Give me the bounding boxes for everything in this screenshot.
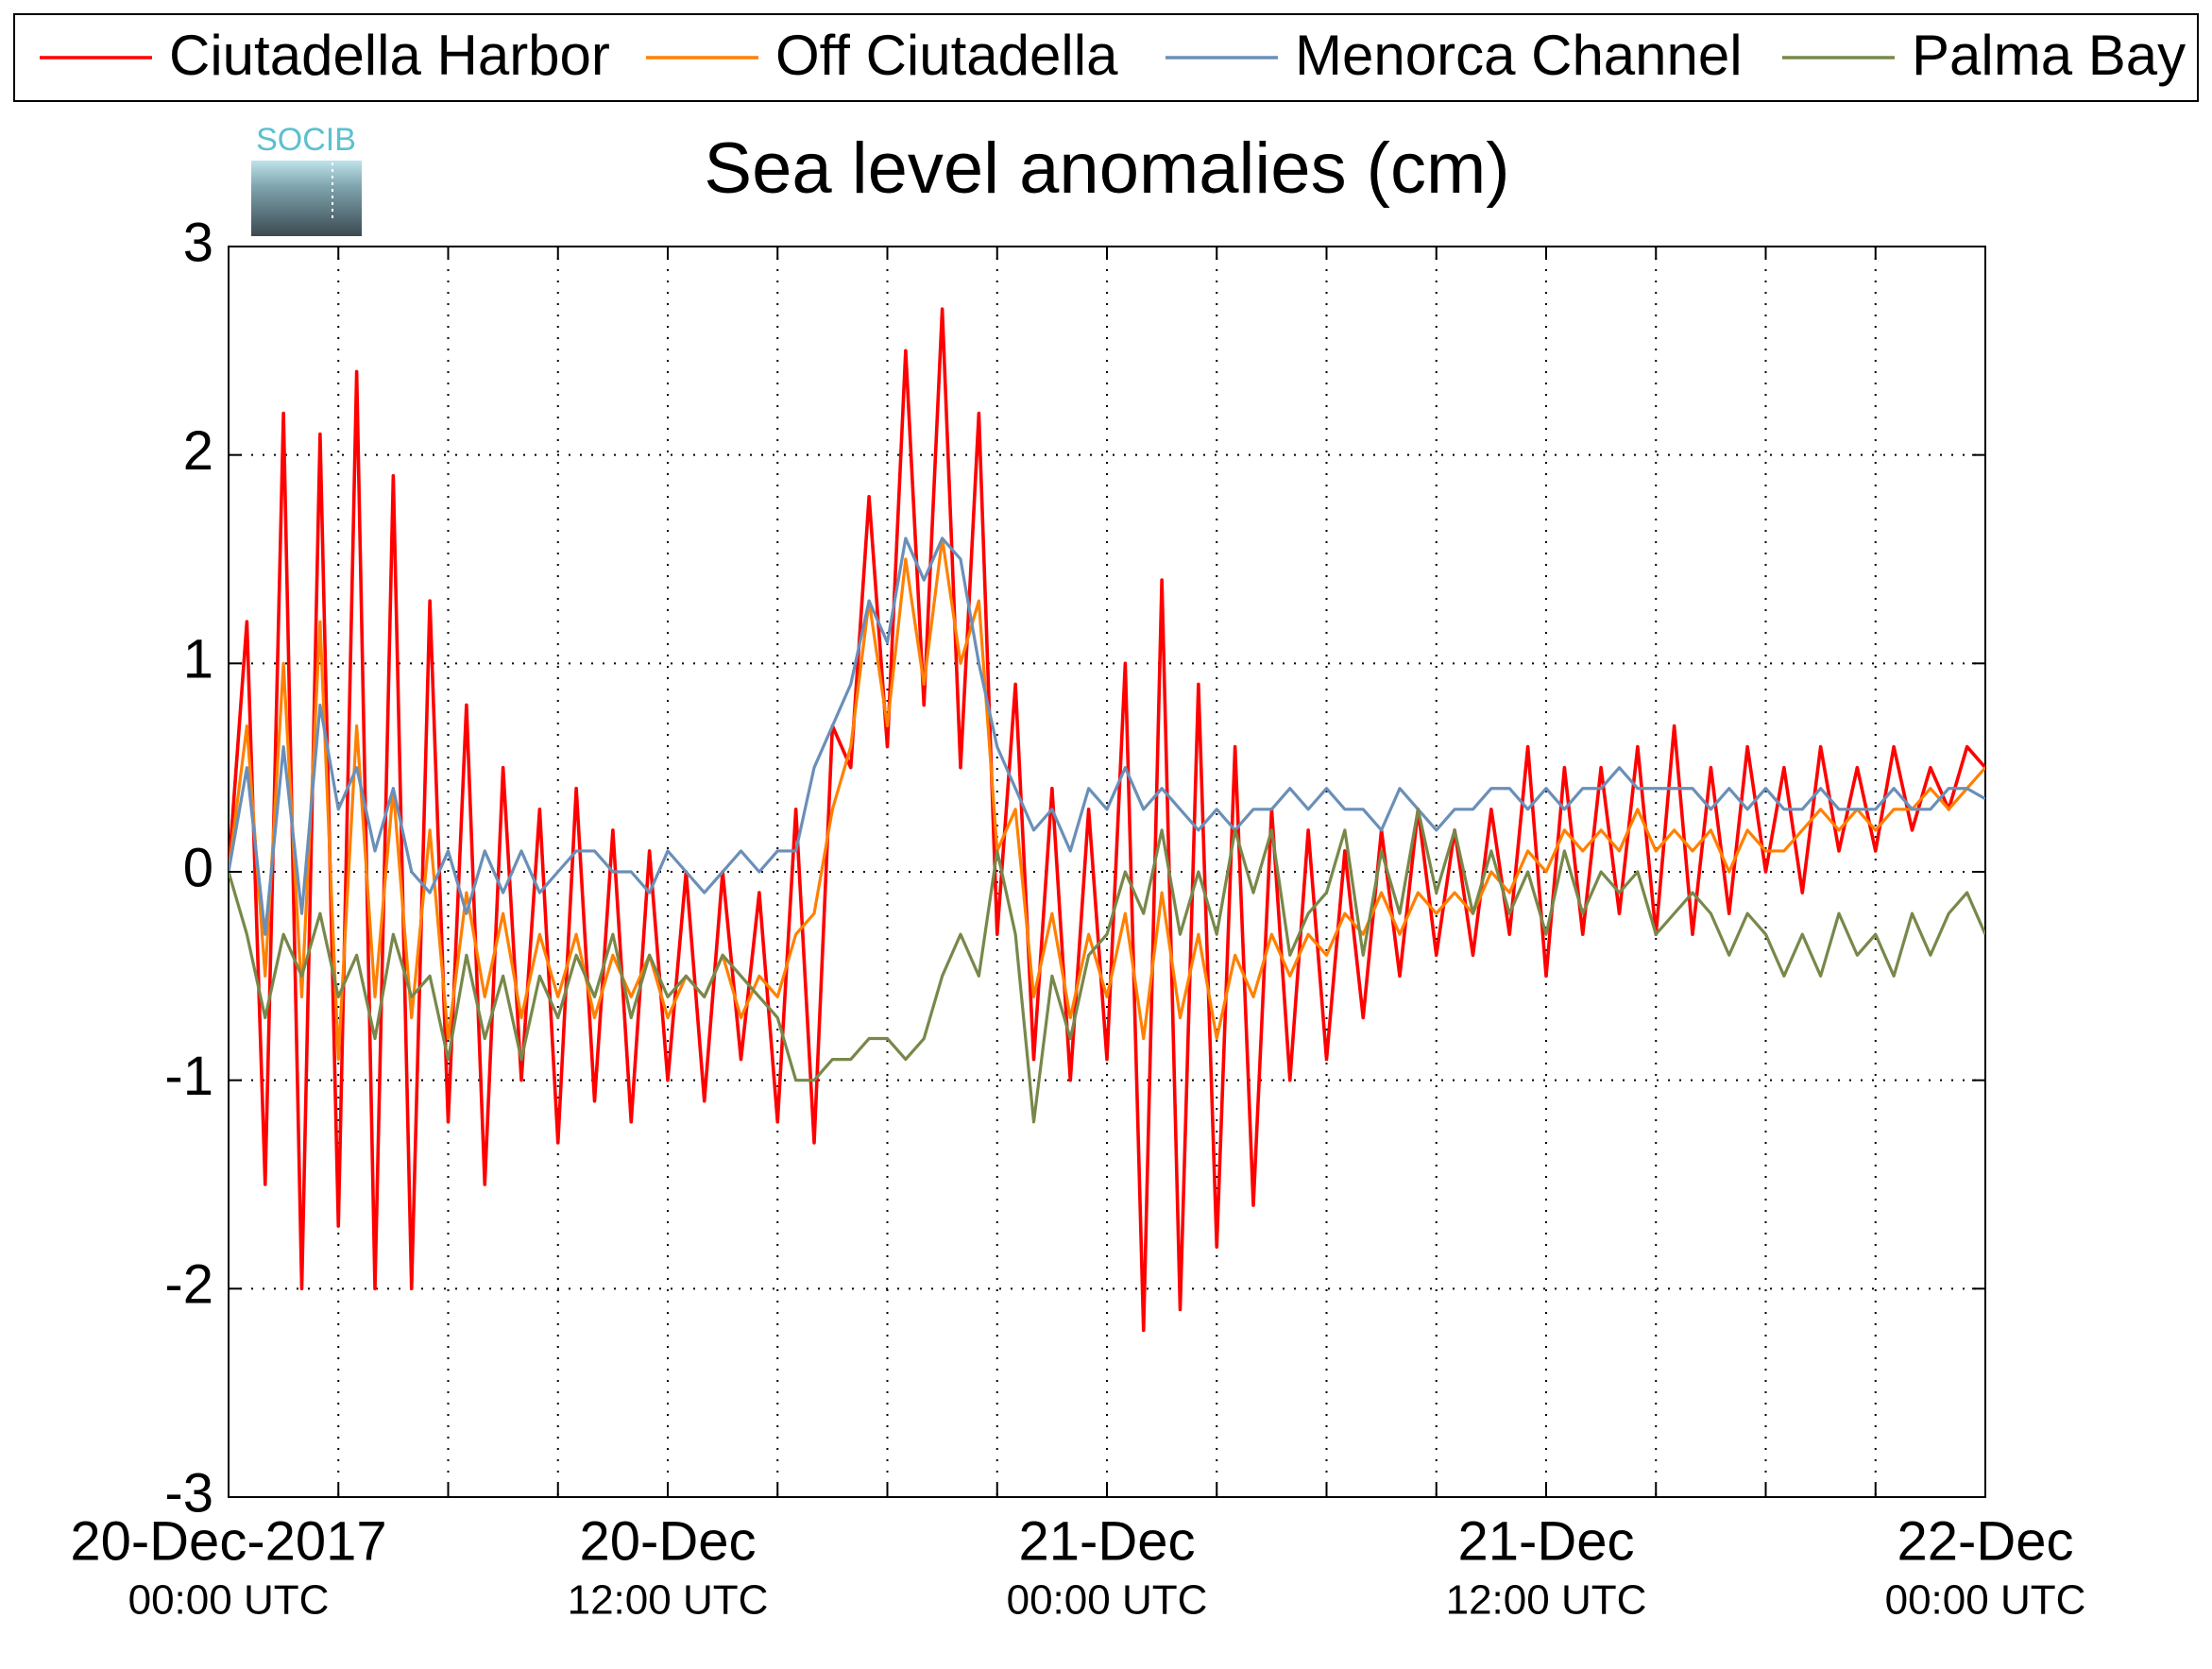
x-tick-sublabel: 00:00 UTC [1885, 1577, 2086, 1624]
y-tick-label: 2 [183, 420, 213, 482]
axes: -3 -2 -1 0 1 2 3 20-Dec-2017 00:00 UTC 20-Dec 12:0… [70, 212, 2085, 1623]
x-tick-sublabel: 00:00 UTC [1007, 1577, 1208, 1624]
series-line [229, 307, 1985, 1333]
logo-mark [251, 161, 362, 236]
x-tick-label: 20-Dec [580, 1510, 757, 1572]
x-tick-label: 20-Dec-2017 [70, 1510, 386, 1572]
x-tick-label: 21-Dec [1019, 1510, 1196, 1572]
series-line [229, 536, 1985, 936]
x-tick-sublabel: 12:00 UTC [1446, 1577, 1647, 1624]
y-tick-label: 1 [183, 629, 213, 690]
series-lines [229, 307, 1985, 1333]
series-line [229, 808, 1985, 1124]
x-tick-sublabel: 00:00 UTC [128, 1577, 330, 1624]
logo-text: SOCIB [256, 122, 356, 158]
legend-label: Palma Bay [1912, 24, 2186, 87]
y-tick-label: -1 [164, 1046, 213, 1107]
legend-label: Ciutadella Harbor [169, 24, 610, 87]
series-line [229, 536, 1985, 1062]
legend: Ciutadella Harbor Off Ciutadella Menorca C… [40, 24, 2186, 87]
y-tick-label: 0 [183, 837, 213, 898]
x-tick-label: 21-Dec [1458, 1510, 1635, 1572]
y-tick-label: 3 [183, 212, 213, 273]
y-tick-label: -2 [164, 1254, 213, 1316]
legend-label: Off Ciutadella [775, 24, 1118, 87]
x-tick-label: 22-Dec [1897, 1510, 2074, 1572]
legend-label: Menorca Channel [1295, 24, 1743, 87]
chart-title: Sea level anomalies (cm) [704, 128, 1509, 209]
x-tick-sublabel: 12:00 UTC [568, 1577, 769, 1624]
y-tick-label: -3 [164, 1462, 213, 1524]
